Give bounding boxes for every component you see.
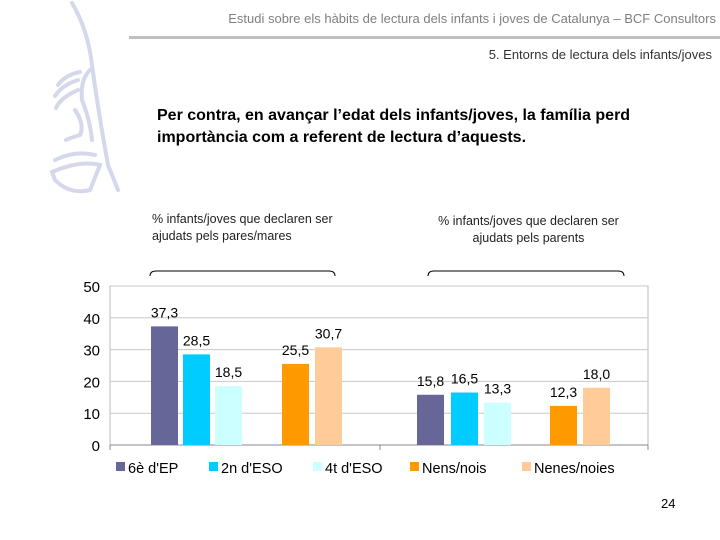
bar xyxy=(417,394,444,445)
legend-label: Nenes/noies xyxy=(534,461,615,477)
group-bracket xyxy=(427,270,625,277)
legend-label: Nens/nois xyxy=(422,461,486,477)
bar xyxy=(583,387,610,445)
y-tick-label: 30 xyxy=(83,343,100,360)
data-label: 13,3 xyxy=(484,381,511,397)
data-label: 18,5 xyxy=(215,364,242,380)
y-tick-label: 40 xyxy=(83,311,100,328)
reader-logo xyxy=(49,1,120,194)
legend-label: 2n d'ESO xyxy=(221,461,283,477)
bar xyxy=(550,405,577,445)
legend-swatch xyxy=(410,462,419,471)
bar xyxy=(484,402,511,445)
section-title: 5. Entorns de lectura dels infants/joves xyxy=(488,47,712,62)
data-label: 12,3 xyxy=(550,384,577,400)
bar xyxy=(183,354,210,445)
data-label: 18,0 xyxy=(583,366,610,382)
page-number: 24 xyxy=(661,496,676,511)
bar xyxy=(215,386,242,445)
header-title: Estudi sobre els hàbits de lectura dels … xyxy=(228,11,716,26)
data-label: 37,3 xyxy=(151,304,178,320)
data-label: 25,5 xyxy=(282,342,309,358)
y-tick-label: 0 xyxy=(92,438,100,455)
data-label: 30,7 xyxy=(315,325,342,341)
group-label-2: % infants/joves que declaren ser ajudats… xyxy=(438,214,619,245)
group-bracket xyxy=(149,270,336,277)
y-tick-label: 50 xyxy=(83,279,100,296)
legend-label: 4t d'ESO xyxy=(325,461,383,477)
data-label: 28,5 xyxy=(183,332,210,348)
bar xyxy=(451,392,478,445)
slide-title: Per contra, en avançar l’edat dels infan… xyxy=(157,107,631,146)
data-label: 15,8 xyxy=(417,373,444,389)
bar xyxy=(151,326,178,445)
y-tick-label: 10 xyxy=(83,406,100,423)
bar xyxy=(282,363,309,445)
header-divider xyxy=(129,36,720,39)
data-label: 16,5 xyxy=(451,371,478,387)
legend-swatch xyxy=(209,462,218,471)
y-tick-label: 20 xyxy=(83,374,100,391)
group-label-1: % infants/joves que declaren ser ajudats… xyxy=(152,212,333,243)
bar xyxy=(315,347,342,445)
legend-swatch xyxy=(313,462,322,471)
legend-label: 6è d'EP xyxy=(128,461,178,477)
legend-swatch xyxy=(522,462,531,471)
legend-swatch xyxy=(116,462,125,471)
